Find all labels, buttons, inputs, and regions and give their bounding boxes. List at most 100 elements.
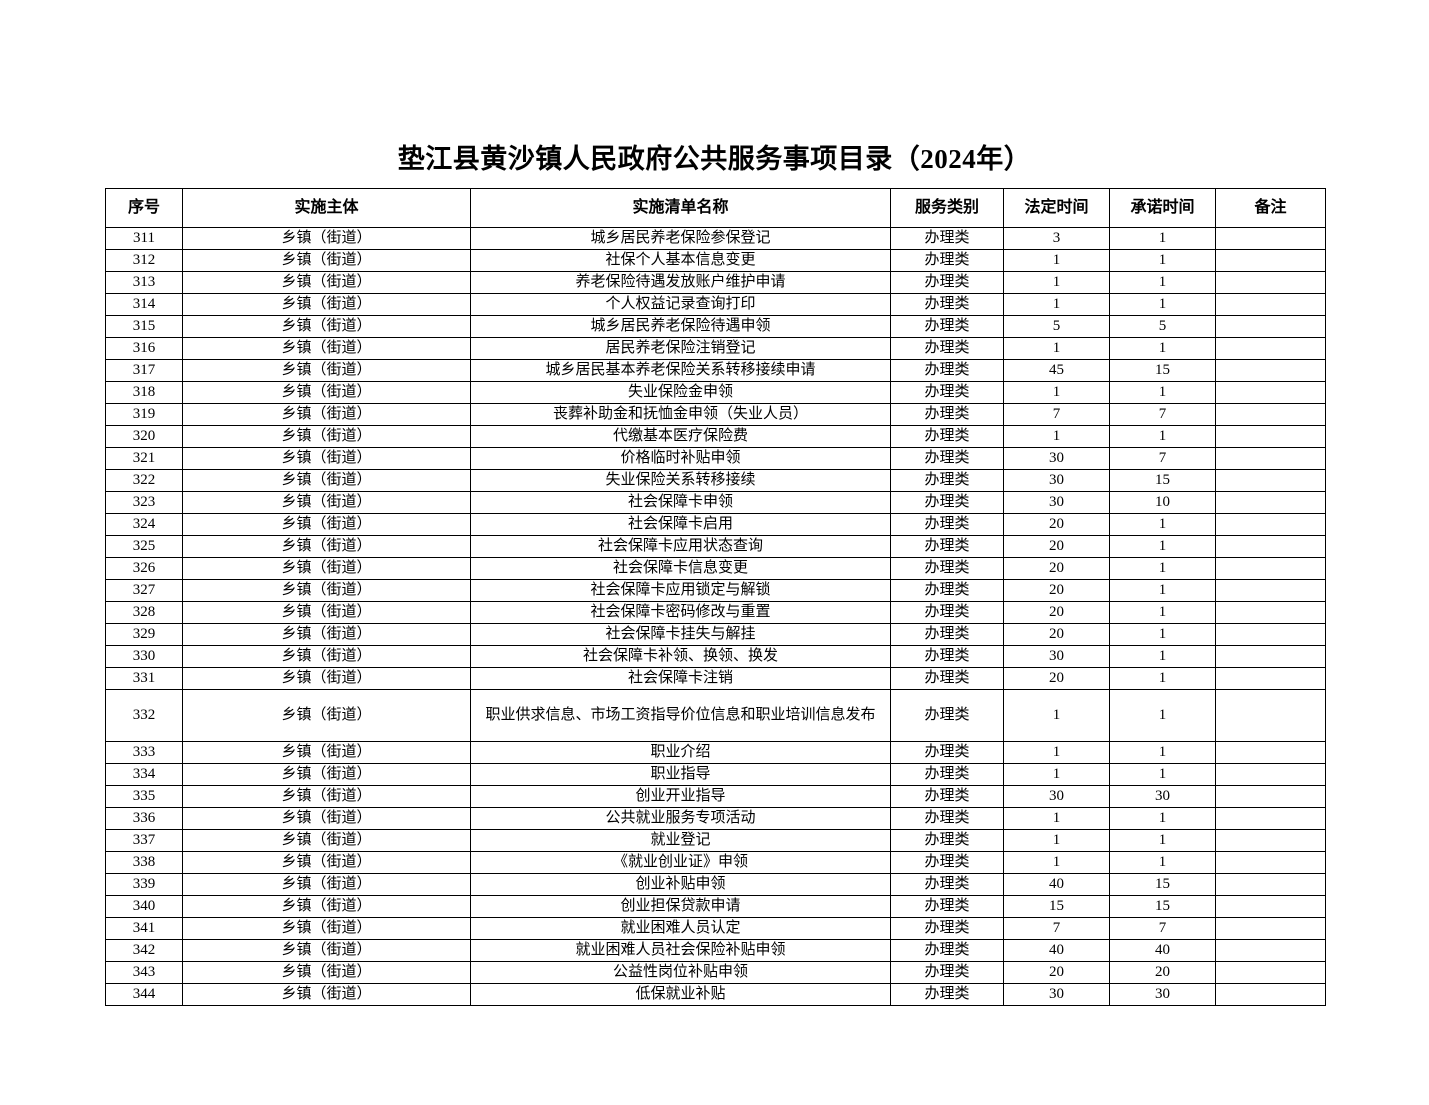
cell-promise-time: 1 [1109, 381, 1216, 404]
cell-name: 职业介绍 [470, 741, 891, 764]
cell-category: 办理类 [890, 917, 1004, 940]
cell-promise-time: 1 [1109, 851, 1216, 874]
cell-seq: 344 [105, 983, 183, 1006]
cell-category: 办理类 [890, 359, 1004, 382]
table-row: 333 乡镇（街道） 职业介绍 办理类 1 1 [105, 741, 1326, 764]
column-header-remark: 备注 [1215, 188, 1326, 228]
cell-subject: 乡镇（街道） [182, 601, 471, 624]
cell-legal-time: 30 [1003, 785, 1110, 808]
cell-subject: 乡镇（街道） [182, 249, 471, 272]
cell-legal-time: 30 [1003, 491, 1110, 514]
cell-name: 养老保险待遇发放账户维护申请 [470, 271, 891, 294]
table-row: 330 乡镇（街道） 社会保障卡补领、换领、换发 办理类 30 1 [105, 645, 1326, 668]
cell-seq: 339 [105, 873, 183, 896]
cell-category: 办理类 [890, 961, 1004, 984]
cell-legal-time: 20 [1003, 667, 1110, 690]
cell-subject: 乡镇（街道） [182, 315, 471, 338]
cell-legal-time: 1 [1003, 689, 1110, 742]
cell-subject: 乡镇（街道） [182, 447, 471, 470]
cell-legal-time: 40 [1003, 939, 1110, 962]
cell-promise-time: 1 [1109, 337, 1216, 360]
cell-name: 社会保障卡应用状态查询 [470, 535, 891, 558]
cell-legal-time: 5 [1003, 315, 1110, 338]
cell-category: 办理类 [890, 469, 1004, 492]
cell-legal-time: 1 [1003, 249, 1110, 272]
cell-category: 办理类 [890, 667, 1004, 690]
table-row: 323 乡镇（街道） 社会保障卡申领 办理类 30 10 [105, 491, 1326, 514]
cell-name: 职业指导 [470, 763, 891, 786]
cell-legal-time: 1 [1003, 851, 1110, 874]
cell-seq: 314 [105, 293, 183, 316]
cell-subject: 乡镇（街道） [182, 227, 471, 250]
cell-subject: 乡镇（街道） [182, 873, 471, 896]
cell-subject: 乡镇（街道） [182, 741, 471, 764]
cell-subject: 乡镇（街道） [182, 689, 471, 742]
table-header: 序号 实施主体 实施清单名称 服务类别 法定时间 承诺时间 备注 [105, 188, 1326, 228]
cell-legal-time: 20 [1003, 557, 1110, 580]
cell-legal-time: 30 [1003, 645, 1110, 668]
cell-category: 办理类 [890, 227, 1004, 250]
cell-seq: 333 [105, 741, 183, 764]
cell-name: 社会保障卡启用 [470, 513, 891, 536]
cell-seq: 326 [105, 557, 183, 580]
cell-category: 办理类 [890, 623, 1004, 646]
cell-category: 办理类 [890, 983, 1004, 1006]
cell-seq: 336 [105, 807, 183, 830]
cell-name: 社会保障卡挂失与解挂 [470, 623, 891, 646]
cell-seq: 319 [105, 403, 183, 426]
cell-remark [1215, 763, 1326, 786]
table-row: 315 乡镇（街道） 城乡居民养老保险待遇申领 办理类 5 5 [105, 315, 1326, 338]
cell-remark [1215, 961, 1326, 984]
cell-category: 办理类 [890, 557, 1004, 580]
cell-seq: 331 [105, 667, 183, 690]
cell-category: 办理类 [890, 513, 1004, 536]
cell-subject: 乡镇（街道） [182, 763, 471, 786]
cell-promise-time: 1 [1109, 227, 1216, 250]
table-row: 338 乡镇（街道） 《就业创业证》申领 办理类 1 1 [105, 851, 1326, 874]
cell-remark [1215, 359, 1326, 382]
cell-legal-time: 20 [1003, 961, 1110, 984]
cell-seq: 332 [105, 689, 183, 742]
cell-seq: 323 [105, 491, 183, 514]
cell-subject: 乡镇（街道） [182, 851, 471, 874]
cell-remark [1215, 337, 1326, 360]
cell-category: 办理类 [890, 873, 1004, 896]
cell-category: 办理类 [890, 579, 1004, 602]
cell-remark [1215, 293, 1326, 316]
table-row: 326 乡镇（街道） 社会保障卡信息变更 办理类 20 1 [105, 557, 1326, 580]
cell-seq: 342 [105, 939, 183, 962]
cell-promise-time: 1 [1109, 249, 1216, 272]
table-row: 335 乡镇（街道） 创业开业指导 办理类 30 30 [105, 785, 1326, 808]
cell-subject: 乡镇（街道） [182, 623, 471, 646]
cell-name: 创业补贴申领 [470, 873, 891, 896]
cell-legal-time: 20 [1003, 513, 1110, 536]
cell-promise-time: 1 [1109, 807, 1216, 830]
cell-name: 失业保险金申领 [470, 381, 891, 404]
cell-promise-time: 7 [1109, 403, 1216, 426]
cell-remark [1215, 829, 1326, 852]
table-row: 331 乡镇（街道） 社会保障卡注销 办理类 20 1 [105, 667, 1326, 690]
cell-seq: 343 [105, 961, 183, 984]
cell-category: 办理类 [890, 491, 1004, 514]
cell-subject: 乡镇（街道） [182, 983, 471, 1006]
table-row: 312 乡镇（街道） 社保个人基本信息变更 办理类 1 1 [105, 249, 1326, 272]
table-body: 311 乡镇（街道） 城乡居民养老保险参保登记 办理类 3 1 312 乡镇（街道） 社保个人基… [105, 227, 1326, 1006]
column-header-subject: 实施主体 [182, 188, 471, 228]
cell-seq: 324 [105, 513, 183, 536]
cell-promise-time: 1 [1109, 763, 1216, 786]
cell-category: 办理类 [890, 403, 1004, 426]
cell-legal-time: 1 [1003, 271, 1110, 294]
cell-seq: 312 [105, 249, 183, 272]
cell-seq: 327 [105, 579, 183, 602]
cell-category: 办理类 [890, 447, 1004, 470]
page-title: 垫江县黄沙镇人民政府公共服务事项目录（2024年） [397, 144, 1032, 174]
cell-category: 办理类 [890, 785, 1004, 808]
cell-promise-time: 1 [1109, 579, 1216, 602]
table-row: 329 乡镇（街道） 社会保障卡挂失与解挂 办理类 20 1 [105, 623, 1326, 646]
cell-legal-time: 45 [1003, 359, 1110, 382]
table-row: 319 乡镇（街道） 丧葬补助金和抚恤金申领（失业人员） 办理类 7 7 [105, 403, 1326, 426]
cell-subject: 乡镇（街道） [182, 469, 471, 492]
cell-promise-time: 1 [1109, 645, 1216, 668]
cell-category: 办理类 [890, 689, 1004, 742]
